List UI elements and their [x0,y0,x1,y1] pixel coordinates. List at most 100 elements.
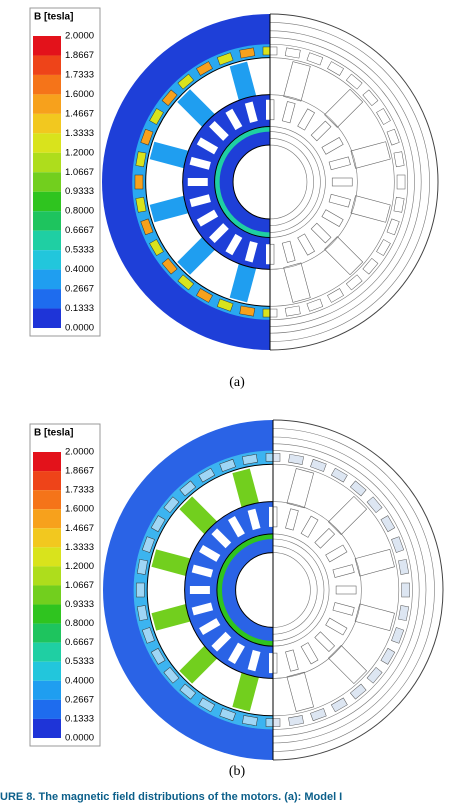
stator-tooth [179,496,218,535]
rotor-slot [189,194,211,208]
slot-outline [328,193,351,208]
magnet [219,458,236,472]
colorbar-swatch [33,289,61,309]
colorbar-tick-label: 1.7333 [65,69,94,80]
rotor-slot [247,649,261,672]
slot-outline [285,508,299,531]
magnet [242,453,258,465]
slot-outline [321,209,344,227]
colorbar-swatch [33,152,61,173]
colorbar-swatch [33,642,61,662]
stator-tooth [229,61,257,102]
colorbar-swatch [33,547,61,567]
colorbar-tick-label: 2.0000 [65,31,94,42]
contour [270,22,430,342]
rotor-slot [199,544,221,562]
magnet-outline [288,715,304,727]
rotor-slot [187,178,208,186]
colorbar-swatch [33,604,61,624]
tooth-outline [324,88,364,128]
magnet-outline [393,151,405,168]
tooth-outline [350,195,391,223]
contour [273,538,325,642]
slot-outline [297,108,315,131]
magnet-outline [380,647,396,665]
colorbar-title: B [tesla] [34,12,73,23]
magnet [198,697,216,713]
magnet [239,47,256,59]
rotor-slot [269,653,273,674]
stator-tooth [149,141,190,169]
rotor-slot [227,642,245,664]
colorbar-tick-label: 0.8000 [65,618,94,629]
slot-outline [325,617,348,636]
magnet-outline [391,536,405,553]
shaft [235,552,273,628]
magnet-outline [391,627,405,644]
slot-outline [314,631,336,653]
colorbar-tick-label: 0.0000 [65,323,94,334]
colorbar-swatch [33,133,61,153]
colorbar-swatch [33,191,61,212]
slot-outline [325,544,348,563]
magnet-outline [345,73,363,90]
magnet-outline [386,128,400,146]
magnet-outline [366,666,383,684]
tooth-outline [328,645,368,685]
magnet [242,715,258,727]
contour [273,443,420,737]
tooth-outline [283,61,311,102]
magnet-outline [306,52,324,66]
colored-half [102,14,270,350]
colorbar-tick-label: 1.2000 [65,147,94,158]
magnet [179,683,197,700]
slot-outline [285,649,299,672]
colorbar-tick-label: 1.2000 [65,561,94,572]
rotor-slot [209,121,229,141]
stator-tooth [229,262,257,303]
tooth-outline [324,236,364,276]
slot-outline [335,585,357,595]
magnet-outline [310,708,327,722]
rotor-slot [199,618,221,636]
magnet-outline [270,308,278,318]
magnet [140,128,154,146]
slot-outline [300,515,319,538]
colorbar-tick-label: 0.2667 [65,694,94,705]
stator-tooth [151,603,191,631]
slot-outline [328,156,351,171]
slot-outline [273,506,278,528]
magnet-outline [270,46,278,56]
magnet-outline [284,47,301,59]
colorbar-swatch [33,452,61,472]
magnet-outline [273,718,281,727]
slot-outline [270,99,275,121]
colorbar-tick-label: 0.9333 [65,186,94,197]
colorbar-swatch [33,528,61,548]
slot-outline [310,222,332,244]
rotor-slot [211,631,232,652]
rotor-slot [266,244,270,265]
colorbar-tick-label: 1.4667 [65,108,94,119]
magnet-outline [349,480,367,497]
colorbar-tick-label: 0.4000 [65,675,94,686]
colorbar-tick-label: 0.4000 [65,264,94,275]
contour [270,37,415,327]
rotor-slot [244,241,258,263]
magnet [141,536,155,553]
stator-tooth [179,645,218,684]
colorbar-title: B [tesla] [34,428,73,439]
magnet [196,288,213,303]
magnet [177,274,195,291]
colorbar-swatch [33,113,61,134]
rotor-slot [266,99,270,120]
rotor-slot [269,506,273,527]
slot-outline [321,137,344,155]
magnet [216,52,234,66]
magnet [136,559,148,575]
panel-label: (a) [229,375,245,390]
colorbar-swatch [33,211,61,231]
contour [273,533,330,647]
rotor-slot [191,564,214,578]
magnet [262,46,270,56]
